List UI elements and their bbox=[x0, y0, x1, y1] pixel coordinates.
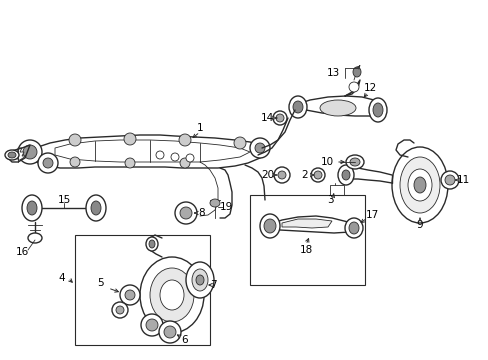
Ellipse shape bbox=[140, 257, 203, 333]
Ellipse shape bbox=[234, 137, 245, 149]
Ellipse shape bbox=[254, 143, 264, 153]
Ellipse shape bbox=[372, 103, 382, 117]
Ellipse shape bbox=[272, 111, 286, 125]
Ellipse shape bbox=[185, 262, 214, 298]
Ellipse shape bbox=[112, 302, 128, 318]
Ellipse shape bbox=[260, 214, 280, 238]
Ellipse shape bbox=[368, 98, 386, 122]
Bar bbox=[75, 235, 209, 345]
Ellipse shape bbox=[399, 157, 439, 213]
Ellipse shape bbox=[146, 319, 158, 331]
Ellipse shape bbox=[150, 268, 194, 322]
Ellipse shape bbox=[275, 114, 284, 122]
Ellipse shape bbox=[348, 82, 358, 92]
Ellipse shape bbox=[292, 101, 303, 113]
Ellipse shape bbox=[141, 314, 163, 336]
Ellipse shape bbox=[120, 285, 140, 305]
Text: 13: 13 bbox=[325, 68, 339, 78]
Text: 4: 4 bbox=[59, 273, 65, 283]
Ellipse shape bbox=[349, 158, 359, 166]
Ellipse shape bbox=[156, 151, 163, 159]
Ellipse shape bbox=[444, 175, 454, 185]
Text: 11: 11 bbox=[455, 175, 468, 185]
Ellipse shape bbox=[345, 218, 362, 238]
Ellipse shape bbox=[43, 158, 53, 168]
Ellipse shape bbox=[163, 326, 176, 338]
Text: 18: 18 bbox=[299, 245, 312, 255]
Ellipse shape bbox=[91, 201, 101, 215]
Ellipse shape bbox=[352, 67, 360, 77]
Ellipse shape bbox=[18, 140, 42, 164]
Text: 3: 3 bbox=[326, 195, 333, 205]
Ellipse shape bbox=[185, 154, 194, 162]
Text: 10: 10 bbox=[320, 157, 333, 167]
Ellipse shape bbox=[179, 134, 191, 146]
Text: 1: 1 bbox=[196, 123, 203, 133]
Ellipse shape bbox=[69, 134, 81, 146]
Text: 15: 15 bbox=[57, 195, 70, 205]
Text: 2: 2 bbox=[301, 170, 307, 180]
Ellipse shape bbox=[440, 171, 458, 189]
Ellipse shape bbox=[125, 158, 135, 168]
Text: 9: 9 bbox=[416, 220, 423, 230]
Ellipse shape bbox=[348, 222, 358, 234]
Ellipse shape bbox=[341, 170, 349, 180]
Bar bbox=[329, 185, 343, 197]
Ellipse shape bbox=[86, 195, 106, 221]
Text: 7: 7 bbox=[209, 280, 216, 290]
Text: 17: 17 bbox=[365, 210, 378, 220]
Polygon shape bbox=[55, 140, 249, 162]
Text: 16: 16 bbox=[15, 247, 29, 257]
Ellipse shape bbox=[146, 237, 158, 251]
Text: 14: 14 bbox=[260, 113, 273, 123]
Ellipse shape bbox=[175, 202, 197, 224]
Text: 12: 12 bbox=[363, 83, 376, 93]
Ellipse shape bbox=[124, 133, 136, 145]
Ellipse shape bbox=[8, 152, 16, 158]
Polygon shape bbox=[282, 219, 331, 228]
Ellipse shape bbox=[38, 153, 58, 173]
Ellipse shape bbox=[313, 171, 321, 179]
Ellipse shape bbox=[23, 145, 37, 159]
Ellipse shape bbox=[391, 147, 447, 223]
Ellipse shape bbox=[125, 290, 135, 300]
Ellipse shape bbox=[278, 171, 285, 179]
Text: 6: 6 bbox=[182, 335, 188, 345]
Ellipse shape bbox=[171, 153, 179, 161]
Ellipse shape bbox=[288, 96, 306, 118]
Ellipse shape bbox=[28, 233, 42, 243]
Polygon shape bbox=[18, 148, 26, 160]
Ellipse shape bbox=[196, 275, 203, 285]
Ellipse shape bbox=[116, 306, 124, 314]
Polygon shape bbox=[25, 135, 267, 168]
Ellipse shape bbox=[180, 158, 190, 168]
Polygon shape bbox=[294, 96, 381, 116]
Ellipse shape bbox=[149, 240, 155, 248]
Ellipse shape bbox=[273, 167, 289, 183]
Ellipse shape bbox=[337, 165, 353, 185]
Text: 5: 5 bbox=[97, 278, 103, 288]
Ellipse shape bbox=[319, 100, 355, 116]
Bar bbox=[249, 195, 364, 285]
Polygon shape bbox=[267, 216, 355, 233]
Ellipse shape bbox=[27, 201, 37, 215]
Ellipse shape bbox=[249, 138, 269, 158]
Ellipse shape bbox=[310, 168, 325, 182]
Ellipse shape bbox=[264, 219, 275, 233]
Ellipse shape bbox=[180, 207, 192, 219]
Ellipse shape bbox=[209, 199, 220, 207]
Text: 20: 20 bbox=[261, 170, 274, 180]
Ellipse shape bbox=[22, 195, 42, 221]
Text: 8: 8 bbox=[198, 208, 205, 218]
Ellipse shape bbox=[413, 177, 425, 193]
Ellipse shape bbox=[5, 150, 19, 160]
Ellipse shape bbox=[160, 280, 183, 310]
Ellipse shape bbox=[192, 269, 207, 291]
Ellipse shape bbox=[407, 169, 431, 201]
Ellipse shape bbox=[70, 157, 80, 167]
Ellipse shape bbox=[159, 321, 181, 343]
Ellipse shape bbox=[346, 155, 363, 169]
Text: 19: 19 bbox=[219, 202, 232, 212]
